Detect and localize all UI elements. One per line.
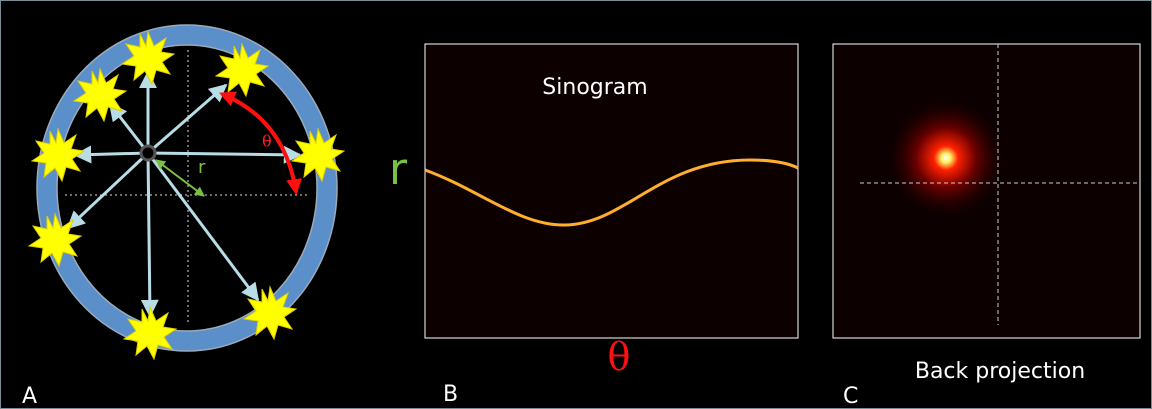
theta-label: θ	[262, 132, 272, 151]
panel-title: Sinogram	[542, 75, 647, 100]
panel-letter: C	[843, 384, 858, 409]
y-axis-label: r	[389, 144, 408, 195]
panel-letter: A	[22, 384, 37, 409]
figure: r θ A Sinogram r θ B Back projection C	[0, 0, 1152, 409]
panel-letter: B	[443, 382, 458, 407]
r-label: r	[198, 157, 206, 178]
center-point	[141, 146, 155, 160]
panel-title: Back projection	[915, 359, 1085, 384]
hot-spot	[886, 98, 1006, 218]
x-axis-label: θ	[608, 335, 631, 379]
